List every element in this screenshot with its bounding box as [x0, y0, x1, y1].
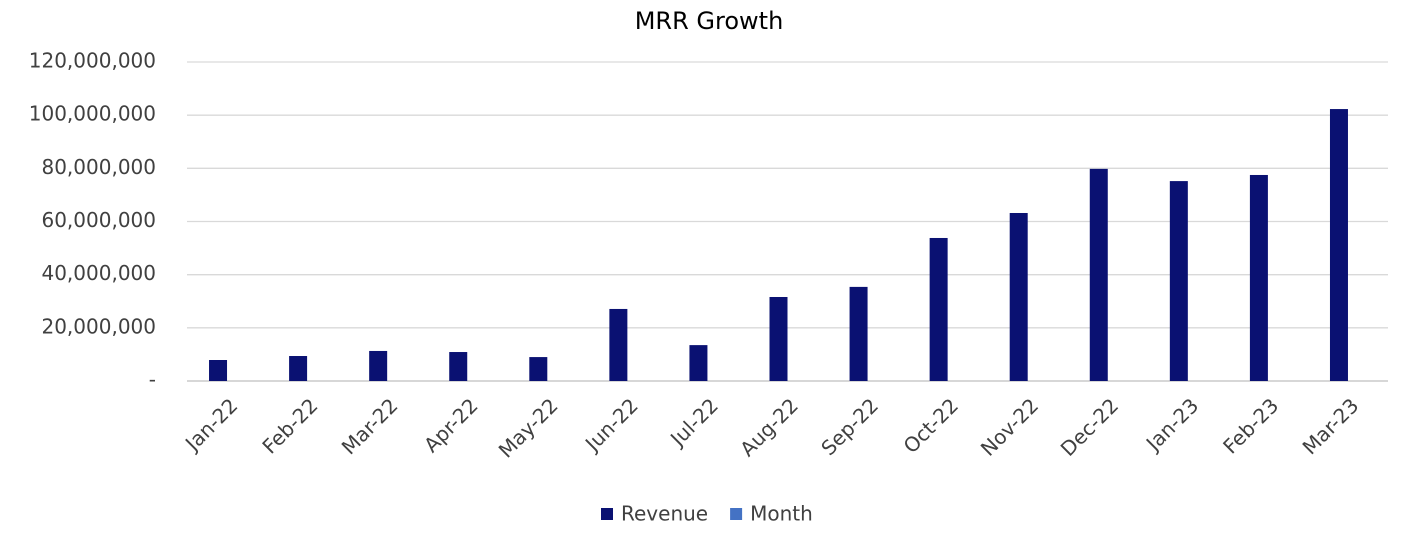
legend-label: Month	[750, 502, 813, 526]
bar	[1329, 109, 1348, 382]
x-tick-label: Aug-22	[735, 393, 803, 461]
bar	[369, 350, 388, 381]
x-tick-label: Jan-23	[1140, 393, 1203, 456]
y-tick-label: 40,000,000	[41, 261, 156, 285]
bar	[209, 359, 228, 381]
chart-title: MRR Growth	[635, 7, 784, 35]
bar	[609, 308, 628, 381]
x-tick-label: Mar-22	[337, 393, 403, 459]
bar	[769, 296, 788, 381]
x-tick-label: Feb-23	[1218, 393, 1283, 458]
x-tick-label: Jan-22	[179, 393, 242, 456]
x-tick-label: Jun-22	[579, 393, 643, 457]
y-tick-label: 80,000,000	[41, 155, 156, 179]
x-tick-label: Oct-22	[899, 393, 964, 458]
bar	[449, 352, 468, 381]
x-tick-label: Mar-23	[1298, 393, 1364, 459]
bar	[1169, 181, 1188, 381]
bar	[1249, 174, 1268, 381]
legend-label: Revenue	[621, 502, 708, 526]
bar	[289, 356, 308, 381]
bar	[529, 357, 548, 381]
bar	[1089, 168, 1108, 381]
bar	[929, 237, 948, 381]
legend-swatch	[730, 508, 743, 520]
bar	[689, 345, 708, 381]
x-tick-label: May-22	[494, 393, 563, 462]
x-tick-label: Jul-22	[664, 393, 723, 452]
y-tick-label: -	[149, 368, 156, 392]
y-tick-label: 100,000,000	[29, 102, 156, 126]
bar	[1009, 212, 1028, 381]
x-tick-label: Feb-22	[257, 393, 322, 458]
legend-swatch	[601, 508, 613, 520]
x-tick-label: Nov-22	[976, 393, 1043, 460]
y-tick-label: 60,000,000	[41, 208, 156, 232]
x-tick-label: Sep-22	[816, 393, 883, 460]
y-tick-label: 120,000,000	[29, 49, 156, 73]
y-tick-label: 20,000,000	[41, 314, 156, 338]
bar	[849, 286, 868, 381]
x-tick-label: Dec-22	[1056, 393, 1123, 460]
x-tick-label: Apr-22	[419, 393, 483, 457]
